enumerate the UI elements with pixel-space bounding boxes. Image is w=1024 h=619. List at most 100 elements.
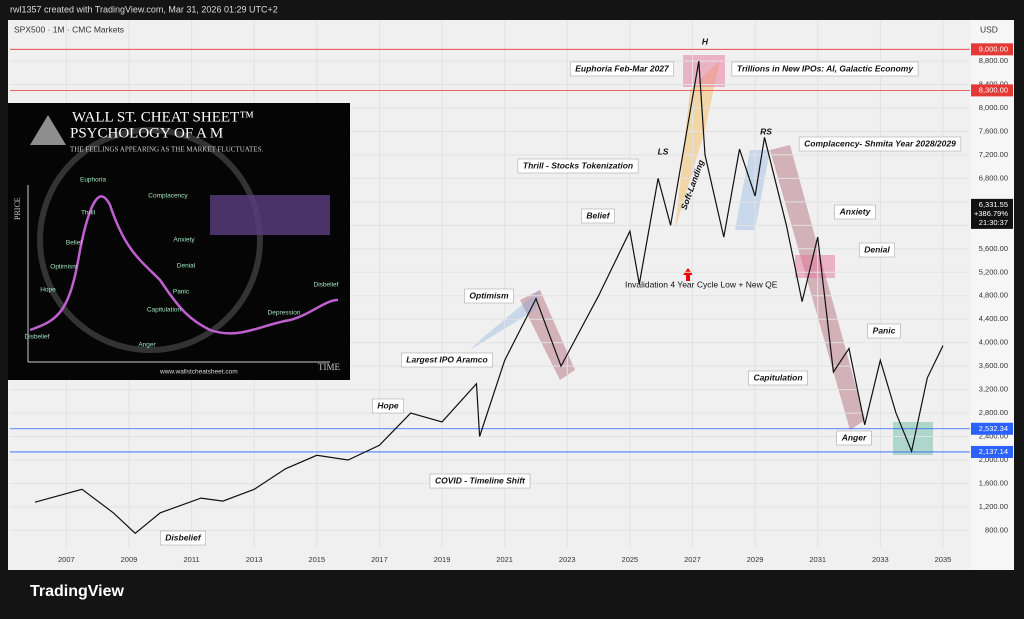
annotation-box [401, 352, 493, 368]
annotation-box [798, 136, 962, 152]
inset-stage: Panic [173, 289, 190, 296]
y-tick-label: 7,600.00 [979, 126, 1008, 135]
last-price-box [971, 198, 1013, 229]
x-tick-label: 2013 [246, 555, 263, 564]
credit: rwl1357 created with TradingView.com, Ma… [10, 4, 278, 14]
inset: WALL ST. CHEAT SHEET™ PSYCHOLOGY OF A M … [8, 103, 350, 380]
x-tick-label: 2009 [121, 555, 138, 564]
zone [893, 422, 933, 455]
x-tick-label: 2007 [58, 555, 75, 564]
annotation: Disbelief [165, 532, 202, 542]
inset-stage: Denial [177, 263, 196, 270]
annotations: H Euphoria Feb-Mar 2027 Trillions in New I… [160, 36, 962, 546]
inset-panel [210, 195, 330, 235]
annotation-box [569, 61, 675, 77]
inset-brand: WALL ST. CHEAT SHEET™ [72, 109, 254, 125]
inset-title: PSYCHOLOGY OF A M [70, 125, 223, 141]
inset-axis: TIME [318, 362, 340, 372]
annotation-box [867, 323, 901, 339]
annotation: Largest IPO Aramco [406, 354, 487, 364]
annotation: Capitulation [753, 372, 802, 382]
price-label: 8,300.00 [979, 85, 1008, 94]
x-tick-label: 2025 [622, 555, 639, 564]
inset-seal [37, 127, 263, 353]
arrow-icon [683, 268, 693, 281]
inset-stage: Optimism [50, 264, 77, 271]
inset-tagline: THE FEELINGS APPEARING AS THE MARKET FLU… [70, 146, 263, 154]
y-tick-label: 4,000.00 [979, 338, 1008, 347]
y-tick-label: 4,400.00 [979, 314, 1008, 323]
annotation-box [748, 370, 808, 386]
inset-stages: Euphoria Complacency Thrill Anxiety Belief De… [25, 177, 339, 349]
annotation: Euphoria Feb-Mar 2027 [575, 63, 670, 73]
x-tick-label: 2029 [747, 555, 764, 564]
annotation: LS [658, 146, 669, 156]
y-tick-label: 2,800.00 [979, 408, 1008, 417]
annotation-box [160, 530, 206, 546]
annotation-box [464, 288, 514, 304]
zone [795, 255, 835, 278]
channel [675, 60, 720, 230]
price-label-box [971, 445, 1013, 458]
inset-stage: Hope [40, 287, 56, 294]
annotation: Denial [864, 244, 890, 254]
inset-stage: Anger [138, 342, 156, 349]
channel [520, 290, 575, 380]
y-tick-label: 2,400.00 [979, 432, 1008, 441]
price-label-box [971, 422, 1013, 435]
inset-background [8, 103, 350, 380]
annotation: H [702, 36, 709, 46]
inset-stage: Complacency [148, 193, 188, 200]
annotation: Thrill - Stocks Tokenization [523, 160, 633, 170]
y-tick-label: 6,800.00 [979, 173, 1008, 182]
inset-stage: Capitulation [147, 307, 182, 314]
x-tick-label: 2019 [434, 555, 451, 564]
annotation-box [834, 204, 876, 220]
price-line-series [34, 60, 944, 535]
y-tick-label: 8,000.00 [979, 103, 1008, 112]
inset-url: www.wallstcheatsheet.com [159, 369, 238, 376]
annotation: Anxiety [839, 206, 872, 216]
x-tick-label: 2021 [496, 555, 513, 564]
inset-axis: PRICE [13, 197, 22, 220]
price-label-box [971, 84, 1013, 97]
annotation-box [429, 473, 531, 489]
price-axis [970, 20, 1014, 570]
annotation: COVID - Timeline Shift [435, 475, 526, 485]
y-tick-label: 5,600.00 [979, 244, 1008, 253]
annotation: Belief [586, 210, 610, 220]
price-label: 9,000.00 [979, 44, 1008, 53]
footer-logo: TradingView [30, 583, 125, 600]
inset-stage: Depression [268, 310, 301, 317]
inset-stage: Thrill [81, 210, 96, 217]
y-tick-label: 3,200.00 [979, 385, 1008, 394]
y-tick-label: 8,800.00 [979, 56, 1008, 65]
y-tick-label: 4,800.00 [979, 291, 1008, 300]
inset-logo [30, 115, 66, 145]
annotation-box [836, 430, 872, 446]
x-tick-label: 2031 [809, 555, 826, 564]
price-label-box [971, 43, 1013, 56]
annotation-box [581, 208, 615, 224]
price-label: 2,532.34 [979, 424, 1008, 433]
x-tick-label: 2011 [184, 555, 200, 564]
annotation: Optimism [469, 290, 509, 300]
annotation-box [858, 242, 896, 258]
y-tick-label: 1,200.00 [979, 502, 1008, 511]
annotation: RS [760, 126, 772, 136]
inset-stage: Anxiety [173, 237, 195, 244]
zone [683, 55, 725, 87]
y-tick-label: 3,600.00 [979, 361, 1008, 370]
annotation-box [731, 61, 919, 77]
y-tick-label: 2,000.00 [979, 455, 1008, 464]
y-tick-label: 5,200.00 [979, 267, 1008, 276]
y-tick-label: 800.00 [985, 525, 1008, 534]
annotation: Complacency- Shmita Year 2028/2029 [804, 138, 956, 148]
annotation-box [372, 398, 404, 414]
inset-stage: Disbelief [314, 282, 339, 289]
y-tick-label: 1,600.00 [979, 478, 1008, 487]
annotation: Anger [841, 432, 867, 442]
annotation-box [517, 158, 639, 174]
